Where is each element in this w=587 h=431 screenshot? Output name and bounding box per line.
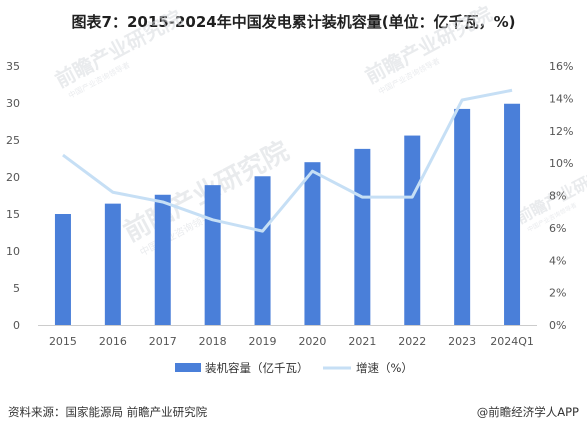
- bar: [504, 103, 521, 326]
- legend-label: 增速（%）: [356, 361, 413, 375]
- left-axis-tick-label: 35: [6, 60, 20, 73]
- bar: [354, 148, 371, 325]
- bar: [304, 162, 321, 325]
- x-axis-tick-label: 2018: [199, 335, 227, 348]
- legend-item-capacity: 装机容量（亿千瓦）: [175, 361, 309, 375]
- watermark-text: 前瞻产业研究院: [361, 1, 496, 88]
- legend: 装机容量（亿千瓦） 增速（%）: [175, 361, 413, 375]
- bar: [454, 108, 471, 325]
- source-note: 资料来源：国家能源局 前瞻产业研究院: [8, 405, 208, 419]
- right-axis-tick-label: 4%: [549, 254, 566, 267]
- left-axis-tick-label: 0: [13, 319, 20, 332]
- left-axis-tick-label: 30: [6, 97, 20, 110]
- left-axis-tick-label: 10: [6, 245, 20, 258]
- right-axis-tick-label: 2%: [549, 287, 566, 300]
- left-axis-tick-label: 25: [6, 134, 20, 147]
- x-axis-tick-label: 2024Q1: [490, 335, 534, 348]
- legend-label: 装机容量（亿千瓦）: [205, 361, 309, 375]
- right-axis-tick-label: 16%: [549, 60, 573, 73]
- x-axis-tick-label: 2015: [49, 335, 77, 348]
- x-axis-tick-label: 2022: [398, 335, 426, 348]
- left-axis-tick-label: 20: [6, 171, 20, 184]
- x-axis-tick-label: 2021: [348, 335, 376, 348]
- left-axis-tick-label: 15: [6, 208, 20, 221]
- bar: [54, 214, 71, 325]
- right-axis-tick-label: 10%: [549, 157, 573, 170]
- x-axis-tick-label: 2016: [99, 335, 127, 348]
- bar: [154, 194, 171, 325]
- x-axis-tick-label: 2020: [298, 335, 326, 348]
- x-axis-tick-label: 2019: [249, 335, 277, 348]
- x-axis-ticks: 2015 2016 2017 2018 2019 2020 2021 2022 2023 2024…: [49, 335, 534, 348]
- right-axis-tick-label: 12%: [549, 125, 573, 138]
- watermark-text: 前瞻产业研究院: [51, 5, 186, 92]
- line-series: [62, 88, 513, 233]
- chart-title: 图表7：2015-2024年中国发电累计装机容量(单位：亿千瓦，%): [71, 13, 516, 31]
- left-axis-ticks: 0 5 10 15 20 25 30 35: [6, 60, 20, 332]
- x-axis-tick-label: 2023: [448, 335, 476, 348]
- legend-swatch-bar: [175, 363, 201, 372]
- legend-item-growth: 增速（%）: [323, 361, 413, 375]
- bar: [104, 203, 121, 325]
- brand-note: @前瞻经济学人APP: [476, 405, 579, 419]
- bar-series: [54, 103, 521, 326]
- left-axis-tick-label: 5: [13, 282, 20, 295]
- x-axis-tick-label: 2017: [149, 335, 177, 348]
- footer: 资料来源：国家能源局 前瞻产业研究院 @前瞻经济学人APP: [8, 404, 579, 420]
- growth-line: [62, 88, 513, 233]
- right-axis-tick-label: 6%: [549, 222, 566, 235]
- bar: [204, 185, 221, 325]
- bar: [404, 135, 421, 325]
- right-axis-ticks: 0% 2% 4% 6% 8% 10% 12% 14% 16%: [549, 60, 573, 332]
- right-axis-tick-label: 0%: [549, 319, 566, 332]
- right-axis-tick-label: 14%: [549, 92, 573, 105]
- bar: [254, 176, 271, 325]
- right-axis-tick-label: 8%: [549, 190, 566, 203]
